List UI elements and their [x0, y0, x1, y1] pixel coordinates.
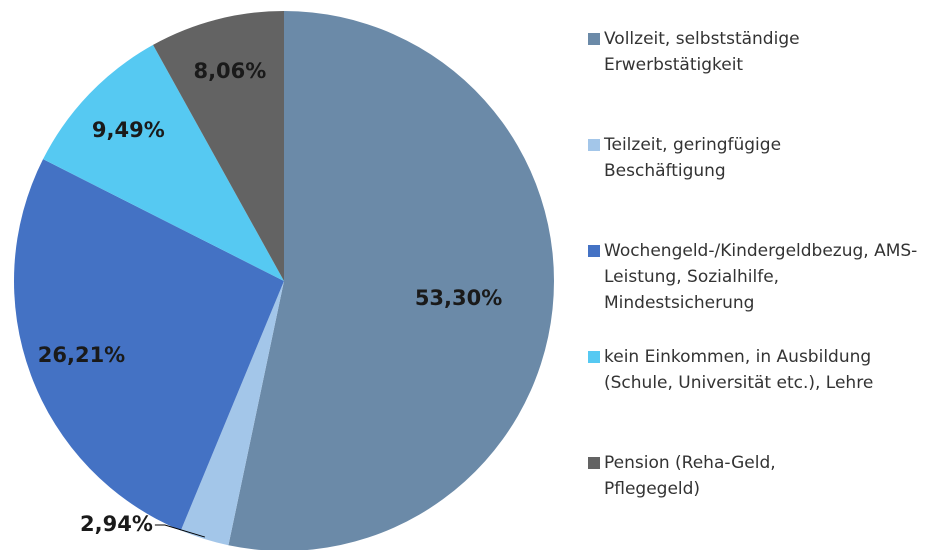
- data-label: 26,21%: [38, 343, 125, 367]
- legend-swatch: [588, 139, 600, 151]
- legend-swatch: [588, 245, 600, 257]
- pie-slice: [13, 159, 284, 531]
- legend-item: Pension (Reha-Geld, Pflegegeld): [588, 450, 933, 550]
- data-label: 9,49%: [92, 118, 165, 142]
- pie-slice: [43, 44, 284, 282]
- pie-slice: [153, 10, 284, 281]
- legend-swatch: [588, 33, 600, 45]
- leader-line: [154, 524, 206, 538]
- legend-item: Teilzeit, geringfügige Beschäftigung: [588, 132, 933, 238]
- legend-swatch: [588, 457, 600, 469]
- pie-slice: [228, 11, 554, 550]
- data-label: 53,30%: [415, 286, 502, 310]
- legend-item: Wochengeld-/Kindergeldbezug, AMS-Leistun…: [588, 238, 933, 344]
- pie-slice: [180, 281, 284, 546]
- legend-swatch: [588, 351, 600, 363]
- data-label: 2,94%: [80, 512, 153, 536]
- legend-item: kein Einkommen, in Ausbildung (Schule, U…: [588, 344, 933, 450]
- legend-label: Wochengeld-/Kindergeldbezug, AMS-Leistun…: [604, 241, 918, 313]
- legend: Vollzeit, selbstständige Erwerbstätigkei…: [588, 26, 933, 550]
- data-label: 8,06%: [193, 59, 266, 83]
- legend-label: Pension (Reha-Geld, Pflegegeld): [604, 453, 776, 499]
- legend-label: Vollzeit, selbstständige Erwerbstätigkei…: [604, 29, 800, 75]
- legend-label: kein Einkommen, in Ausbildung (Schule, U…: [604, 347, 874, 393]
- legend-label: Teilzeit, geringfügige Beschäftigung: [604, 135, 782, 181]
- legend-item: Vollzeit, selbstständige Erwerbstätigkei…: [588, 26, 933, 132]
